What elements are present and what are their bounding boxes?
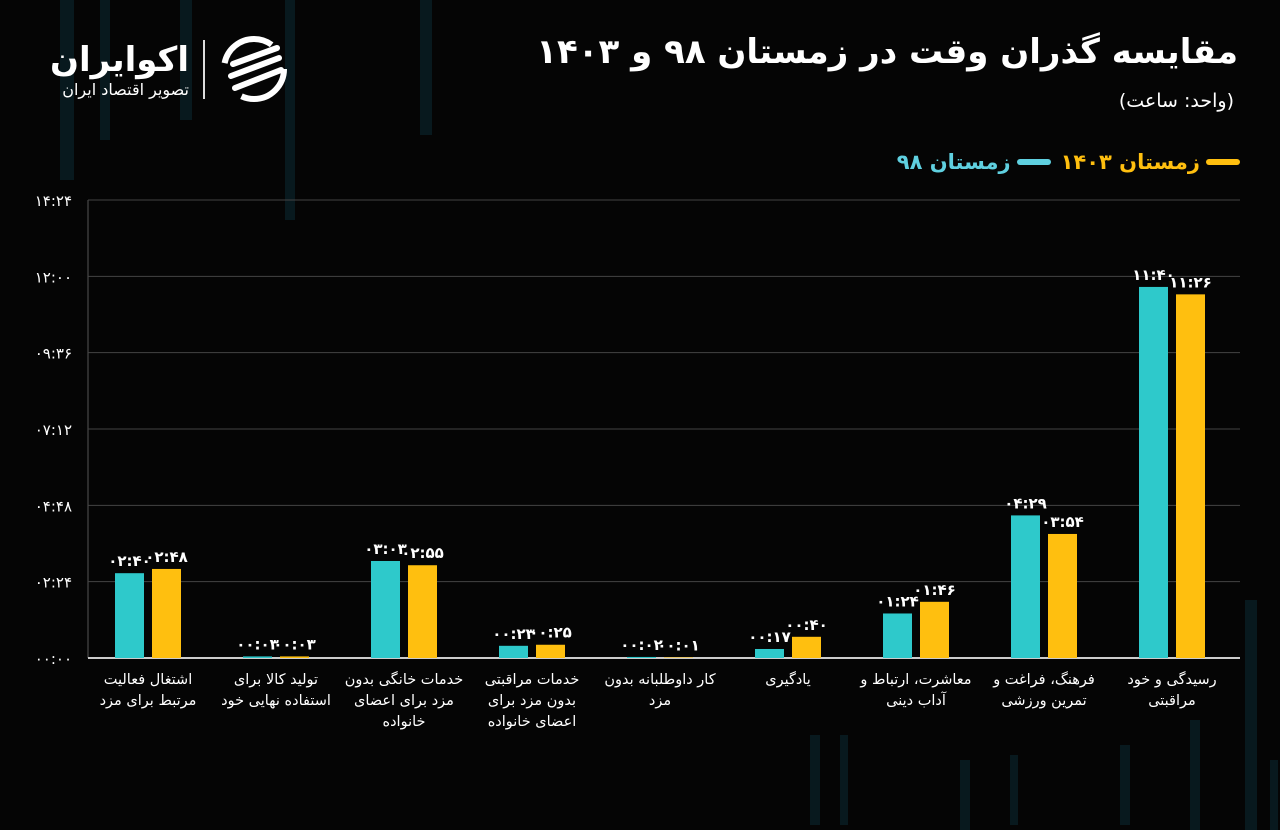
chart-title: مقایسه گذران وقت در زمستان ۹۸ و ۱۴۰۳ <box>536 32 1238 72</box>
x-tick-label: معاشرت، ارتباط و آداب دینی <box>860 672 972 709</box>
bar <box>371 560 400 658</box>
bar <box>755 648 784 658</box>
bar <box>920 601 949 658</box>
bar <box>115 573 144 658</box>
data-label: ۱۱:۴۰ <box>1132 266 1175 284</box>
background-stripe <box>1120 745 1130 825</box>
y-tick-label: ۰۴:۴۸ <box>35 497 72 515</box>
background-stripe <box>420 0 432 135</box>
y-tick-label: ۱۴:۲۴ <box>35 192 72 210</box>
background-stripe <box>840 735 848 825</box>
y-tick-label: ۰۷:۱۲ <box>35 421 72 439</box>
data-label: ۰۲:۴۰ <box>108 552 151 570</box>
legend-swatch <box>1206 159 1240 165</box>
legend-item-1403: زمستان ۱۴۰۳ <box>1061 150 1240 174</box>
data-label: ۰۱:۴۶ <box>913 581 956 599</box>
bar <box>627 656 656 658</box>
chart-subtitle: (واحد: ساعت) <box>1118 90 1234 112</box>
bar <box>152 568 181 658</box>
bar <box>883 613 912 658</box>
bar <box>499 645 528 658</box>
background-stripe <box>60 0 74 180</box>
y-tick-label: ۰۰:۰۰ <box>35 650 72 668</box>
x-tick-label: رسیدگی و خود مراقبتی <box>1127 672 1217 709</box>
data-label: ۰۰:۲۵ <box>529 624 572 642</box>
logo-mark-icon <box>221 36 287 102</box>
bar <box>243 656 272 658</box>
background-stripe <box>100 0 110 140</box>
data-label: ۰۲:۵۵ <box>401 544 444 562</box>
x-tick-label: خدمات خانگی بدون مزد برای اعضای خانواده <box>344 672 464 730</box>
legend: زمستان ۱۴۰۳ زمستان ۹۸ <box>897 150 1240 174</box>
x-tick-label: یادگیری <box>765 672 811 688</box>
background-stripe <box>180 0 192 120</box>
logo-tagline: تصویر اقتصاد ایران <box>62 79 189 99</box>
bar <box>408 565 437 658</box>
logo-text: اکوایران تصویر اقتصاد ایران <box>50 39 205 99</box>
bar <box>1176 294 1205 658</box>
bar <box>1139 286 1168 658</box>
bar <box>1011 515 1040 658</box>
data-label: ۰۰:۱۷ <box>748 628 791 646</box>
data-label: ۰۲:۴۸ <box>145 548 188 566</box>
logo-name: اکوایران <box>50 39 189 80</box>
data-label: ۰۳:۰۳ <box>364 540 407 558</box>
x-tick-label: اشتغال فعالیت مرتبط برای مزد <box>99 672 197 709</box>
legend-item-98: زمستان ۹۸ <box>897 150 1051 174</box>
background-stripe <box>1010 755 1018 825</box>
logo: اکوایران تصویر اقتصاد ایران <box>50 34 289 104</box>
bar <box>1048 533 1077 658</box>
y-tick-label: ۱۲:۰۰ <box>35 268 72 286</box>
x-tick-label: تولید کالا برای استفاده نهایی خود <box>221 672 331 709</box>
data-label: ۰۰:۲۳ <box>492 625 535 643</box>
bar <box>280 656 309 658</box>
bar <box>536 644 565 658</box>
background-stripe <box>960 760 970 830</box>
legend-label: زمستان ۹۸ <box>896 150 1011 174</box>
bar <box>664 657 693 658</box>
background-stripe <box>810 735 820 825</box>
data-label: ۰۰:۴۰ <box>785 616 828 634</box>
legend-swatch <box>1016 159 1051 165</box>
data-label: ۰۰:۰۳ <box>273 635 316 653</box>
y-tick-label: ۰۲:۲۴ <box>35 574 72 592</box>
data-label: ۰۰:۰۲ <box>620 636 663 654</box>
background-stripe <box>1270 760 1278 830</box>
data-label: ۰۴:۲۹ <box>1004 494 1047 512</box>
background-stripe <box>1190 720 1200 830</box>
data-label: ۰۳:۵۴ <box>1041 513 1084 531</box>
data-label: ۰۰:۰۳ <box>236 635 279 653</box>
data-label: ۰۰:۰۱ <box>657 636 700 654</box>
x-tick-label: فرهنگ، فراغت و تمرین ورزشی <box>993 672 1095 709</box>
background-stripe <box>285 0 295 220</box>
background-stripe <box>1245 600 1257 830</box>
y-tick-label: ۰۹:۳۶ <box>35 345 72 363</box>
data-label: ۰۱:۲۴ <box>876 592 919 610</box>
data-label: ۱۱:۲۶ <box>1169 273 1212 291</box>
legend-label: زمستان ۱۴۰۳ <box>1060 150 1200 174</box>
bar <box>792 636 821 658</box>
x-tick-label: کار داوطلبانه بدون مزد <box>604 672 716 709</box>
x-tick-label: خدمات مراقبتی بدون مزد برای اعضای خانواد… <box>484 672 580 730</box>
